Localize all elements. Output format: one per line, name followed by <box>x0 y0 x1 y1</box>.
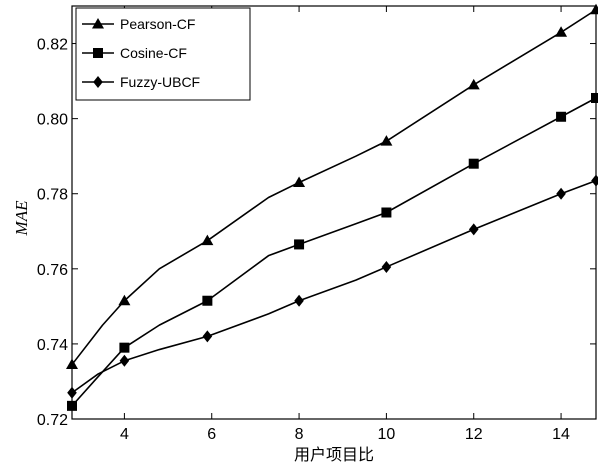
data-point <box>590 3 598 15</box>
legend-marker <box>93 76 103 88</box>
y-tick-label: 0.72 <box>37 412 68 429</box>
y-axis: 0.72 0.74 0.76 0.78 0.80 0.82 <box>37 37 596 429</box>
legend-marker <box>92 18 104 29</box>
data-point <box>591 92 598 103</box>
y-tick-label: 0.74 <box>37 337 68 354</box>
plot-area <box>71 5 597 420</box>
data-point <box>556 111 567 122</box>
series-layer <box>66 3 598 411</box>
data-point <box>468 158 479 169</box>
data-point <box>467 78 480 90</box>
x-tick-label: 12 <box>465 426 483 443</box>
series-pearson-cf <box>66 3 598 370</box>
data-point <box>66 358 78 370</box>
x-tick-label: 4 <box>120 426 129 443</box>
y-tick-label: 0.78 <box>37 187 68 204</box>
y-axis-title: MAE <box>12 200 31 237</box>
data-point <box>293 176 306 187</box>
x-axis-title: 用户项目比 <box>294 445 374 464</box>
data-point <box>381 260 392 273</box>
data-point <box>202 330 213 343</box>
data-point <box>294 239 305 250</box>
legend-label: Cosine-CF <box>120 45 187 61</box>
series-line <box>71 179 597 394</box>
y-tick-label: 0.76 <box>37 262 68 279</box>
x-tick-label: 8 <box>295 426 304 443</box>
data-point <box>381 207 392 218</box>
plot-frame <box>71 5 597 420</box>
data-point <box>294 294 304 307</box>
data-point <box>555 26 568 37</box>
data-point <box>202 295 213 306</box>
data-point <box>118 294 131 306</box>
series-cosine-cf <box>67 92 598 411</box>
legend-marker <box>93 48 103 58</box>
y-tick-label: 0.82 <box>37 37 68 54</box>
data-point <box>67 400 77 411</box>
data-point <box>556 187 566 200</box>
series-fuzzy-ubcf <box>67 174 598 399</box>
data-point <box>67 386 77 399</box>
data-point <box>591 174 598 187</box>
data-point <box>468 223 479 236</box>
legend-label: Fuzzy-UBCF <box>120 74 200 90</box>
data-point <box>380 135 393 146</box>
legend-label: Pearson-CF <box>120 16 195 32</box>
series-line <box>71 97 597 407</box>
data-point <box>201 234 214 246</box>
x-tick-label: 10 <box>378 426 396 443</box>
x-tick-label: 14 <box>552 426 570 443</box>
data-point <box>119 342 130 353</box>
legend: Pearson-CF Cosine-CF Fuzzy-UBCF <box>75 7 251 101</box>
data-point <box>119 354 130 367</box>
y-tick-label: 0.80 <box>37 112 68 129</box>
x-tick-label: 6 <box>207 426 216 443</box>
